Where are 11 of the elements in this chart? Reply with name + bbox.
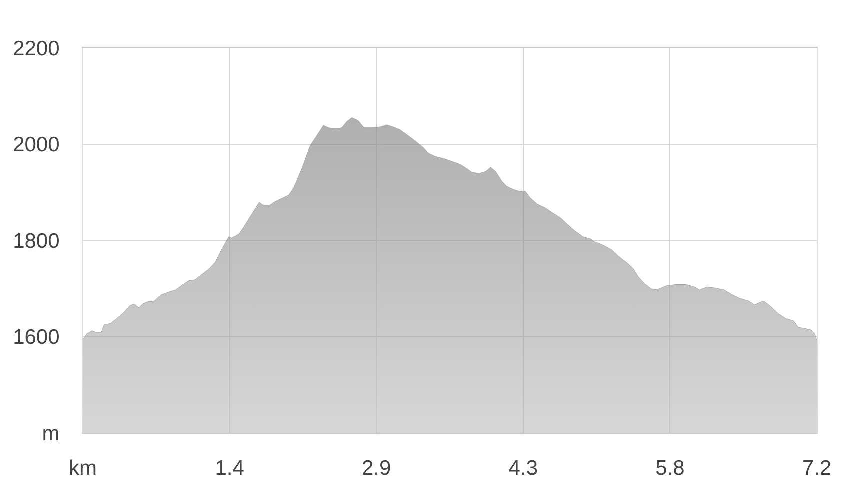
y-tick-label: 1600 [13, 326, 60, 350]
y-tick-label: 2200 [13, 37, 60, 60]
x-tick-label: 7.2 [802, 457, 832, 480]
x-tick-label: km [69, 457, 97, 480]
x-tick-label: 2.9 [362, 457, 392, 480]
x-tick-label: 1.4 [215, 457, 245, 480]
y-tick-label: m [42, 422, 60, 446]
y-tick-label: 2000 [13, 134, 60, 157]
x-tick-label: 5.8 [656, 457, 685, 480]
x-tick-label: 4.3 [508, 457, 538, 480]
y-tick-label: 1800 [13, 230, 60, 253]
